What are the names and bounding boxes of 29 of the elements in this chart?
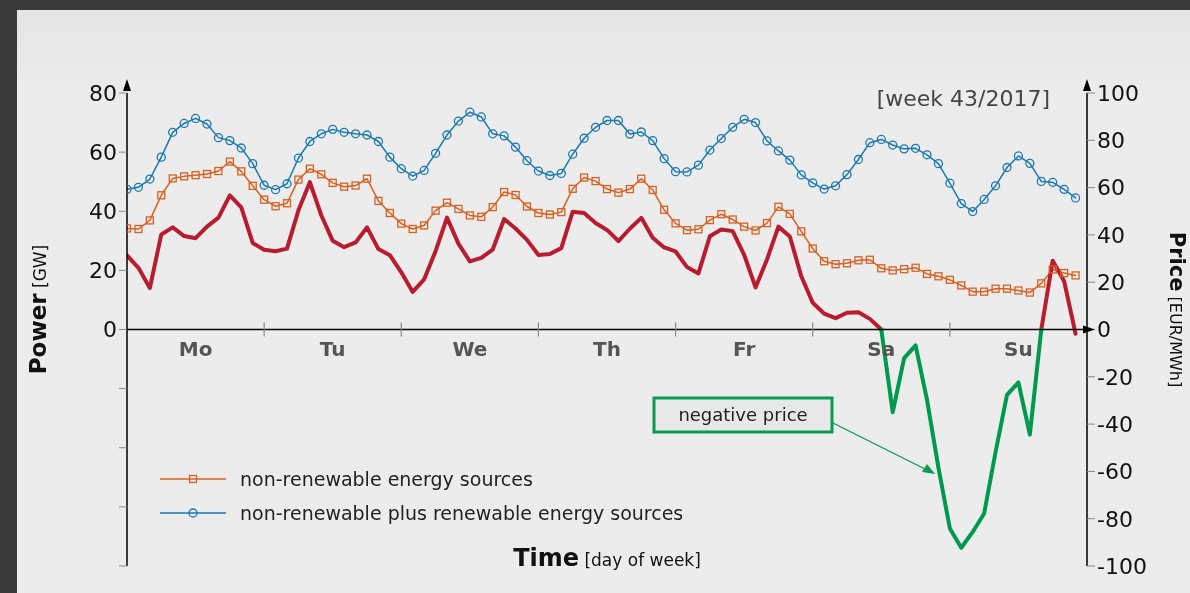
y-tick-label: 80 [89, 80, 117, 106]
annotation: [week 43/2017] [876, 86, 1050, 111]
y2-tick-label: -100 [1097, 553, 1147, 579]
y2-axis-title: Price [EUR/MWh] [1165, 231, 1189, 388]
y2-tick-label: 0 [1097, 317, 1111, 343]
x-tick-label: Th [593, 336, 621, 361]
y-tick-label: 0 [103, 317, 117, 343]
y-tick-label: 40 [89, 199, 117, 225]
y2-tick-label: 80 [1097, 128, 1125, 154]
y2-tick-label: -40 [1097, 411, 1133, 437]
legend-label: non-renewable energy sources [240, 468, 533, 490]
annotation: negative price [678, 404, 808, 425]
y2-tick-label: 100 [1097, 80, 1139, 106]
x-tick-label: Su [1004, 336, 1033, 361]
y2-tick-label: -20 [1097, 364, 1133, 390]
y2-tick-label: -80 [1097, 506, 1133, 532]
x-tick-label: Tu [319, 336, 346, 361]
y2-tick-label: 20 [1097, 270, 1125, 296]
y-tick-label: 60 [89, 139, 117, 165]
legend-label: non-renewable plus renewable energy sources [240, 502, 684, 524]
x-tick-label: Mo [178, 336, 213, 361]
y-tick-label: 20 [89, 258, 117, 284]
y2-tick-label: 40 [1097, 222, 1125, 248]
x-tick-label: Fr [733, 336, 756, 361]
y-axis-title: Power [GW] [25, 244, 51, 375]
y2-tick-label: 60 [1097, 175, 1125, 201]
y2-tick-label: -60 [1097, 459, 1133, 485]
x-axis-title: Time [day of week] [513, 544, 701, 572]
x-tick-label: We [452, 336, 488, 361]
